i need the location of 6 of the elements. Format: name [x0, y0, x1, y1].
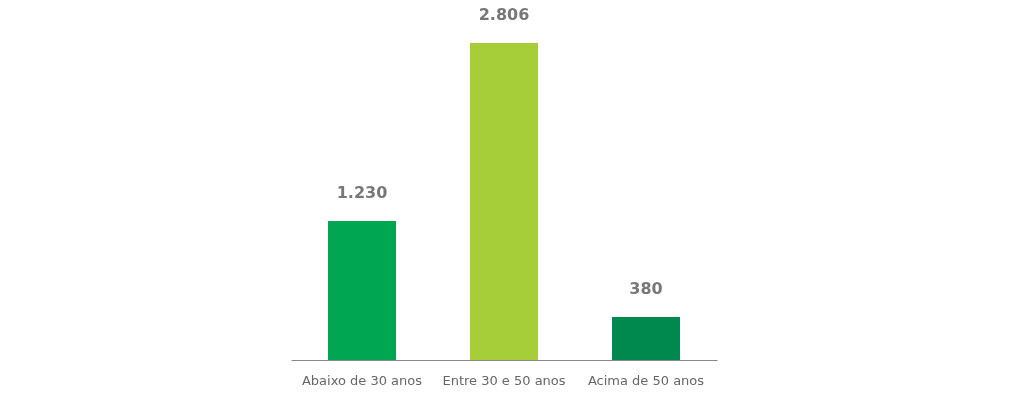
data-label: 1.230 — [336, 183, 388, 203]
x-tick-label: Entre 30 e 50 anos — [442, 372, 566, 388]
data-label: 380 — [629, 279, 663, 299]
x-tick-label: Acima de 50 anos — [587, 372, 705, 388]
data-label: 2.806 — [478, 5, 530, 24]
x-tick-label: Abaixo de 30 anos — [301, 372, 423, 388]
